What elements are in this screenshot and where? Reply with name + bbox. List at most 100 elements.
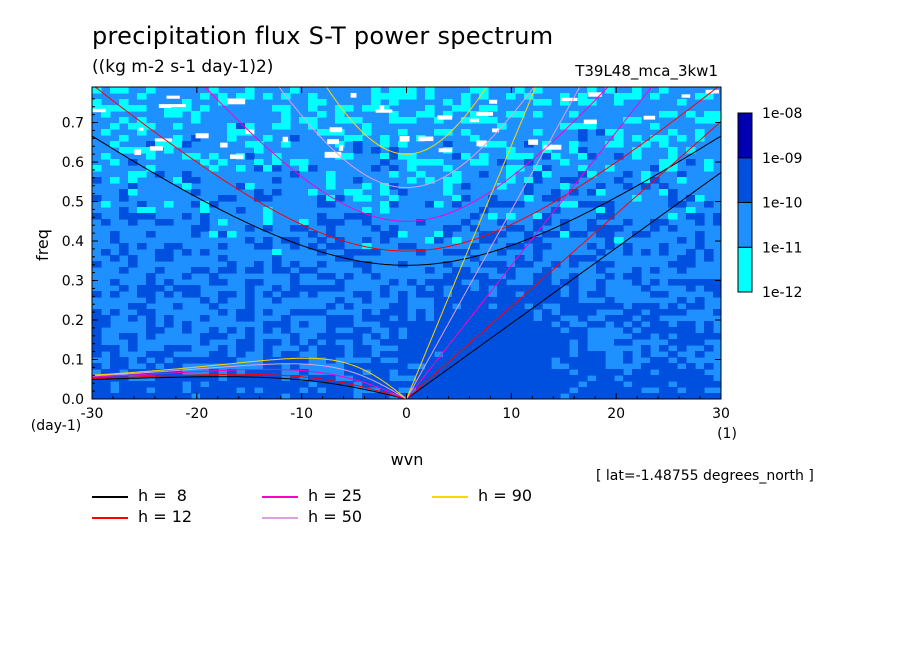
field-cell-high xyxy=(416,291,426,298)
field-cell-high xyxy=(542,345,552,352)
field-cell-high xyxy=(479,393,489,399)
field-cell-high xyxy=(578,351,588,358)
field-cell-low xyxy=(497,141,507,148)
field-cell-high xyxy=(515,321,525,328)
field-cell-high xyxy=(677,369,687,376)
field-cell-low xyxy=(146,153,156,160)
field-cell-high xyxy=(101,321,111,328)
field-cell-high xyxy=(317,213,327,220)
field-cell-high xyxy=(587,243,597,250)
field-cell-low xyxy=(317,111,327,118)
rossby-curve-h50 xyxy=(92,363,407,399)
field-cell-high xyxy=(317,201,327,208)
field-cell-high xyxy=(641,381,651,388)
field-cell-low xyxy=(182,99,192,106)
colorbar-level-label: 1e-11 xyxy=(762,240,802,256)
field-cell-low xyxy=(119,117,129,124)
field-cell-high xyxy=(461,309,471,316)
field-cell-high xyxy=(371,363,381,370)
field-cell-high xyxy=(497,321,507,328)
field-cell-low xyxy=(209,231,219,238)
field-cell-high xyxy=(236,309,246,316)
field-cell-high xyxy=(605,387,615,394)
field-cell-high xyxy=(587,321,597,328)
field-cell-low xyxy=(164,201,174,208)
field-cell-low xyxy=(236,93,246,100)
field-cell-high xyxy=(695,243,705,250)
field-cell-high xyxy=(326,345,336,352)
field-cell-high xyxy=(182,273,192,280)
field-cell-high xyxy=(569,381,579,388)
field-cell-high xyxy=(488,231,498,238)
field-cell-low xyxy=(425,111,435,118)
kelvin-curve-h8 xyxy=(406,172,721,399)
field-cell-high xyxy=(245,237,255,244)
field-cell-low xyxy=(200,207,210,214)
field-cell-low xyxy=(254,159,264,166)
field-cell-low xyxy=(704,111,714,118)
field-cell-high xyxy=(191,387,201,394)
field-cell-high xyxy=(308,231,318,238)
field-cell-high xyxy=(398,351,408,358)
field-cell-high xyxy=(470,357,480,364)
field-cell-empty xyxy=(583,119,597,125)
field-cell-low xyxy=(146,207,156,214)
field-cell-high xyxy=(119,285,129,292)
kelvin-curve-h25 xyxy=(406,87,653,399)
field-cell-low xyxy=(659,141,669,148)
field-cell-low xyxy=(578,153,588,160)
field-cell-low xyxy=(614,93,624,100)
field-cell-high xyxy=(353,291,363,298)
field-cell-high xyxy=(479,345,489,352)
field-cell-high xyxy=(506,315,516,322)
field-cell-high xyxy=(110,393,120,399)
field-cell-low xyxy=(308,105,318,112)
field-cell-low xyxy=(560,231,570,238)
field-cell-high xyxy=(533,279,543,286)
field-cell-low xyxy=(101,201,111,208)
field-cell-low xyxy=(425,159,435,166)
field-cell-low xyxy=(452,237,462,244)
field-cell-low xyxy=(263,135,273,142)
field-cell-high xyxy=(677,327,687,334)
field-cell-high xyxy=(128,339,138,346)
field-cell-high xyxy=(506,303,516,310)
field-cell-high xyxy=(317,351,327,358)
field-cell-high xyxy=(164,219,174,226)
field-cell-low xyxy=(119,135,129,142)
field-cell-high xyxy=(443,369,453,376)
field-cell-low xyxy=(371,87,381,94)
y-unit-label: (day-1) xyxy=(31,418,81,434)
field-cell-low xyxy=(569,201,579,208)
field-cell-high xyxy=(569,327,579,334)
field-cell-high xyxy=(605,303,615,310)
field-cell-low xyxy=(398,117,408,124)
field-cell-low xyxy=(425,105,435,112)
field-cell-high xyxy=(551,189,561,196)
gravity-curve-h12 xyxy=(94,87,719,252)
field-cell-low xyxy=(713,117,721,124)
field-cell-high xyxy=(299,381,309,388)
field-cell-empty xyxy=(681,94,691,98)
field-cell-low xyxy=(560,93,570,100)
field-cell-high xyxy=(380,159,390,166)
field-cell-low xyxy=(380,141,390,148)
field-cell-high xyxy=(344,387,354,394)
field-cell-low xyxy=(398,141,408,148)
field-cell-high xyxy=(668,201,678,208)
field-cell-empty xyxy=(489,99,498,104)
field-cell-low xyxy=(416,171,426,178)
field-cell-low xyxy=(398,93,408,100)
field-cell-high xyxy=(641,375,651,382)
field-cell-high xyxy=(254,261,264,268)
field-cell-high xyxy=(578,357,588,364)
field-cell-high xyxy=(245,285,255,292)
field-cell-high xyxy=(614,339,624,346)
field-cell-high xyxy=(659,327,669,334)
field-cell-high xyxy=(137,201,147,208)
field-cell-high xyxy=(317,345,327,352)
field-cell-high xyxy=(497,393,507,399)
field-cell-high xyxy=(200,375,210,382)
field-cell-empty xyxy=(588,92,602,97)
power-field xyxy=(92,87,721,399)
